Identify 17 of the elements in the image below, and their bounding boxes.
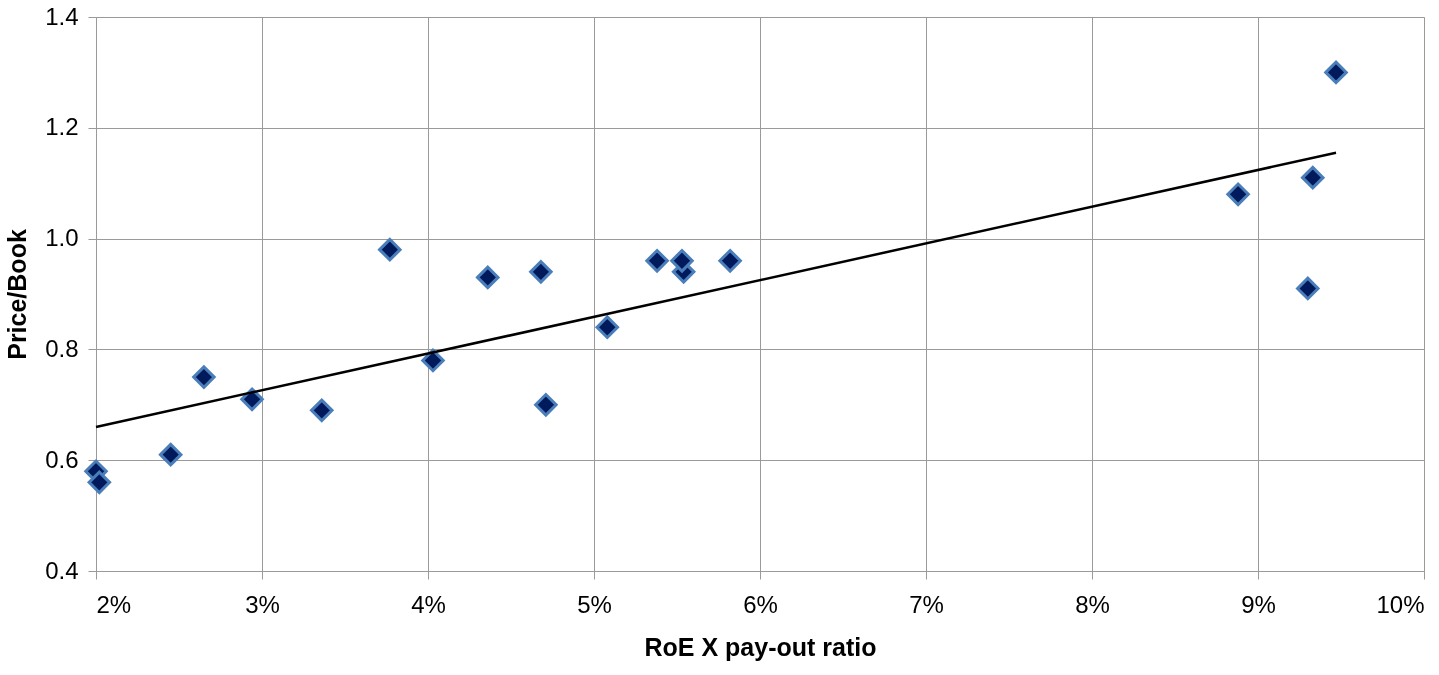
y-tick-label: 0.8: [45, 334, 79, 362]
y-tick-label: 1.2: [45, 113, 79, 141]
x-tick-label: 3%: [245, 590, 280, 618]
x-tick-label: 2%: [96, 590, 132, 618]
x-axis-title: RoE X pay-out ratio: [644, 632, 877, 661]
y-tick-label: 1.0: [45, 224, 79, 252]
x-tick-label: 5%: [577, 590, 612, 618]
y-tick-label: 0.6: [45, 445, 79, 473]
x-tick-label: 8%: [1075, 590, 1110, 618]
x-tick-label: 9%: [1241, 590, 1276, 618]
x-tick-label: 7%: [909, 590, 944, 618]
x-tick-label: 4%: [411, 590, 446, 618]
y-axis-title: Price/Book: [3, 229, 32, 360]
y-tick-label: 0.4: [45, 556, 79, 584]
x-tick-label: 10%: [1376, 590, 1425, 618]
x-tick-label: 6%: [743, 590, 778, 618]
y-tick-label: 1.4: [45, 2, 79, 30]
